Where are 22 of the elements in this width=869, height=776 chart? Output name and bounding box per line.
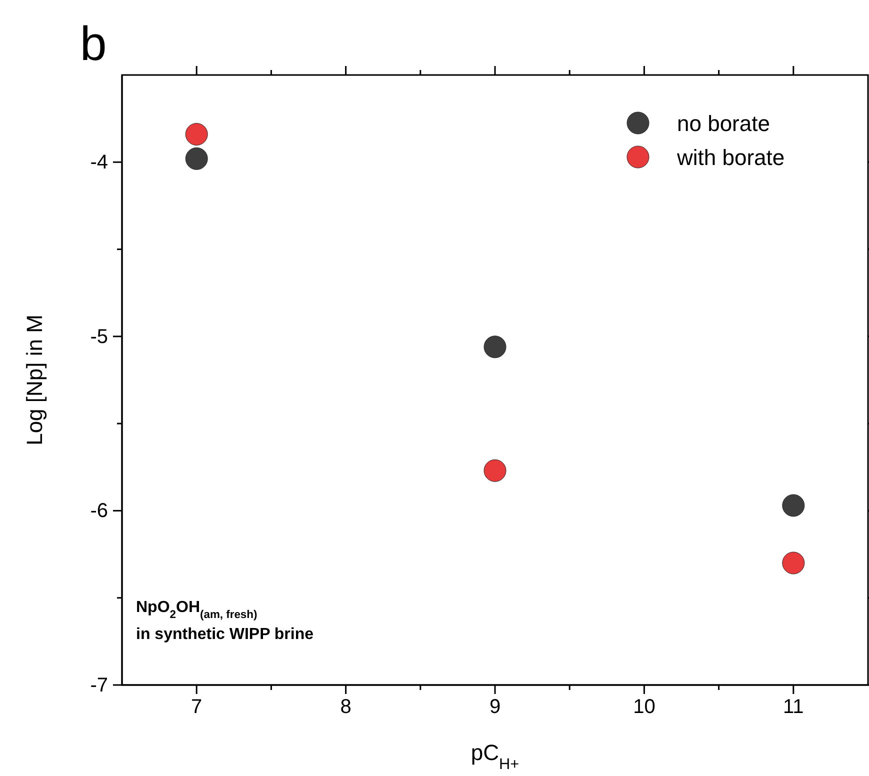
y-tick-label: -6: [90, 500, 108, 522]
point: [185, 147, 208, 170]
point: [782, 552, 805, 574]
point: [782, 494, 805, 517]
x-tick-label: 11: [783, 696, 804, 718]
x-tick-label: 9: [489, 696, 501, 718]
y-tick-label: -4: [90, 152, 108, 174]
y-tick-label: -5: [90, 326, 108, 348]
legend-label: with borate: [676, 145, 785, 170]
x-tick-label: 7: [191, 696, 202, 718]
legend-label: no borate: [677, 111, 770, 136]
y-tick-label: -7: [90, 674, 108, 696]
chart-title: b: [80, 18, 107, 71]
point: [185, 123, 208, 146]
x-tick-label: 8: [340, 696, 352, 718]
x-axis-title: pC$_{H+}$: [470, 740, 520, 772]
x-tick-label: 10: [633, 696, 656, 718]
annotation: NpO$_{2}$OH$_{(am, fresh)}$: [136, 599, 258, 621]
annotation: in synthetic WIPP brine: [136, 626, 314, 643]
point: [484, 336, 506, 358]
point: [484, 459, 506, 482]
y-axis-title: Log [Np] in M: [22, 314, 47, 446]
